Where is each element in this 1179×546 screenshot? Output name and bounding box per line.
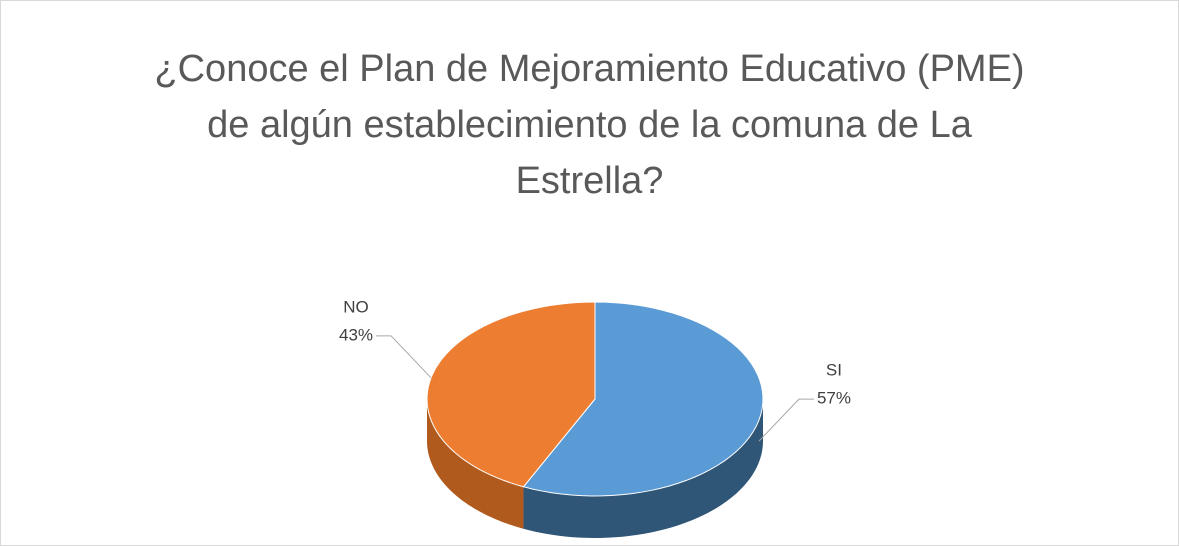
data-label-category: SI [826, 361, 842, 380]
slice-side [523, 399, 763, 538]
slice-side [427, 399, 524, 529]
leader-line [376, 335, 432, 379]
data-label-value: 57% [817, 389, 851, 408]
data-label-value: 43% [339, 325, 373, 344]
leader-line [758, 398, 814, 442]
slice [522, 301, 764, 497]
data-label-category: NO [343, 297, 369, 316]
chart-title: ¿Conoce el Plan de Mejoramiento Educativ… [154, 48, 1025, 202]
